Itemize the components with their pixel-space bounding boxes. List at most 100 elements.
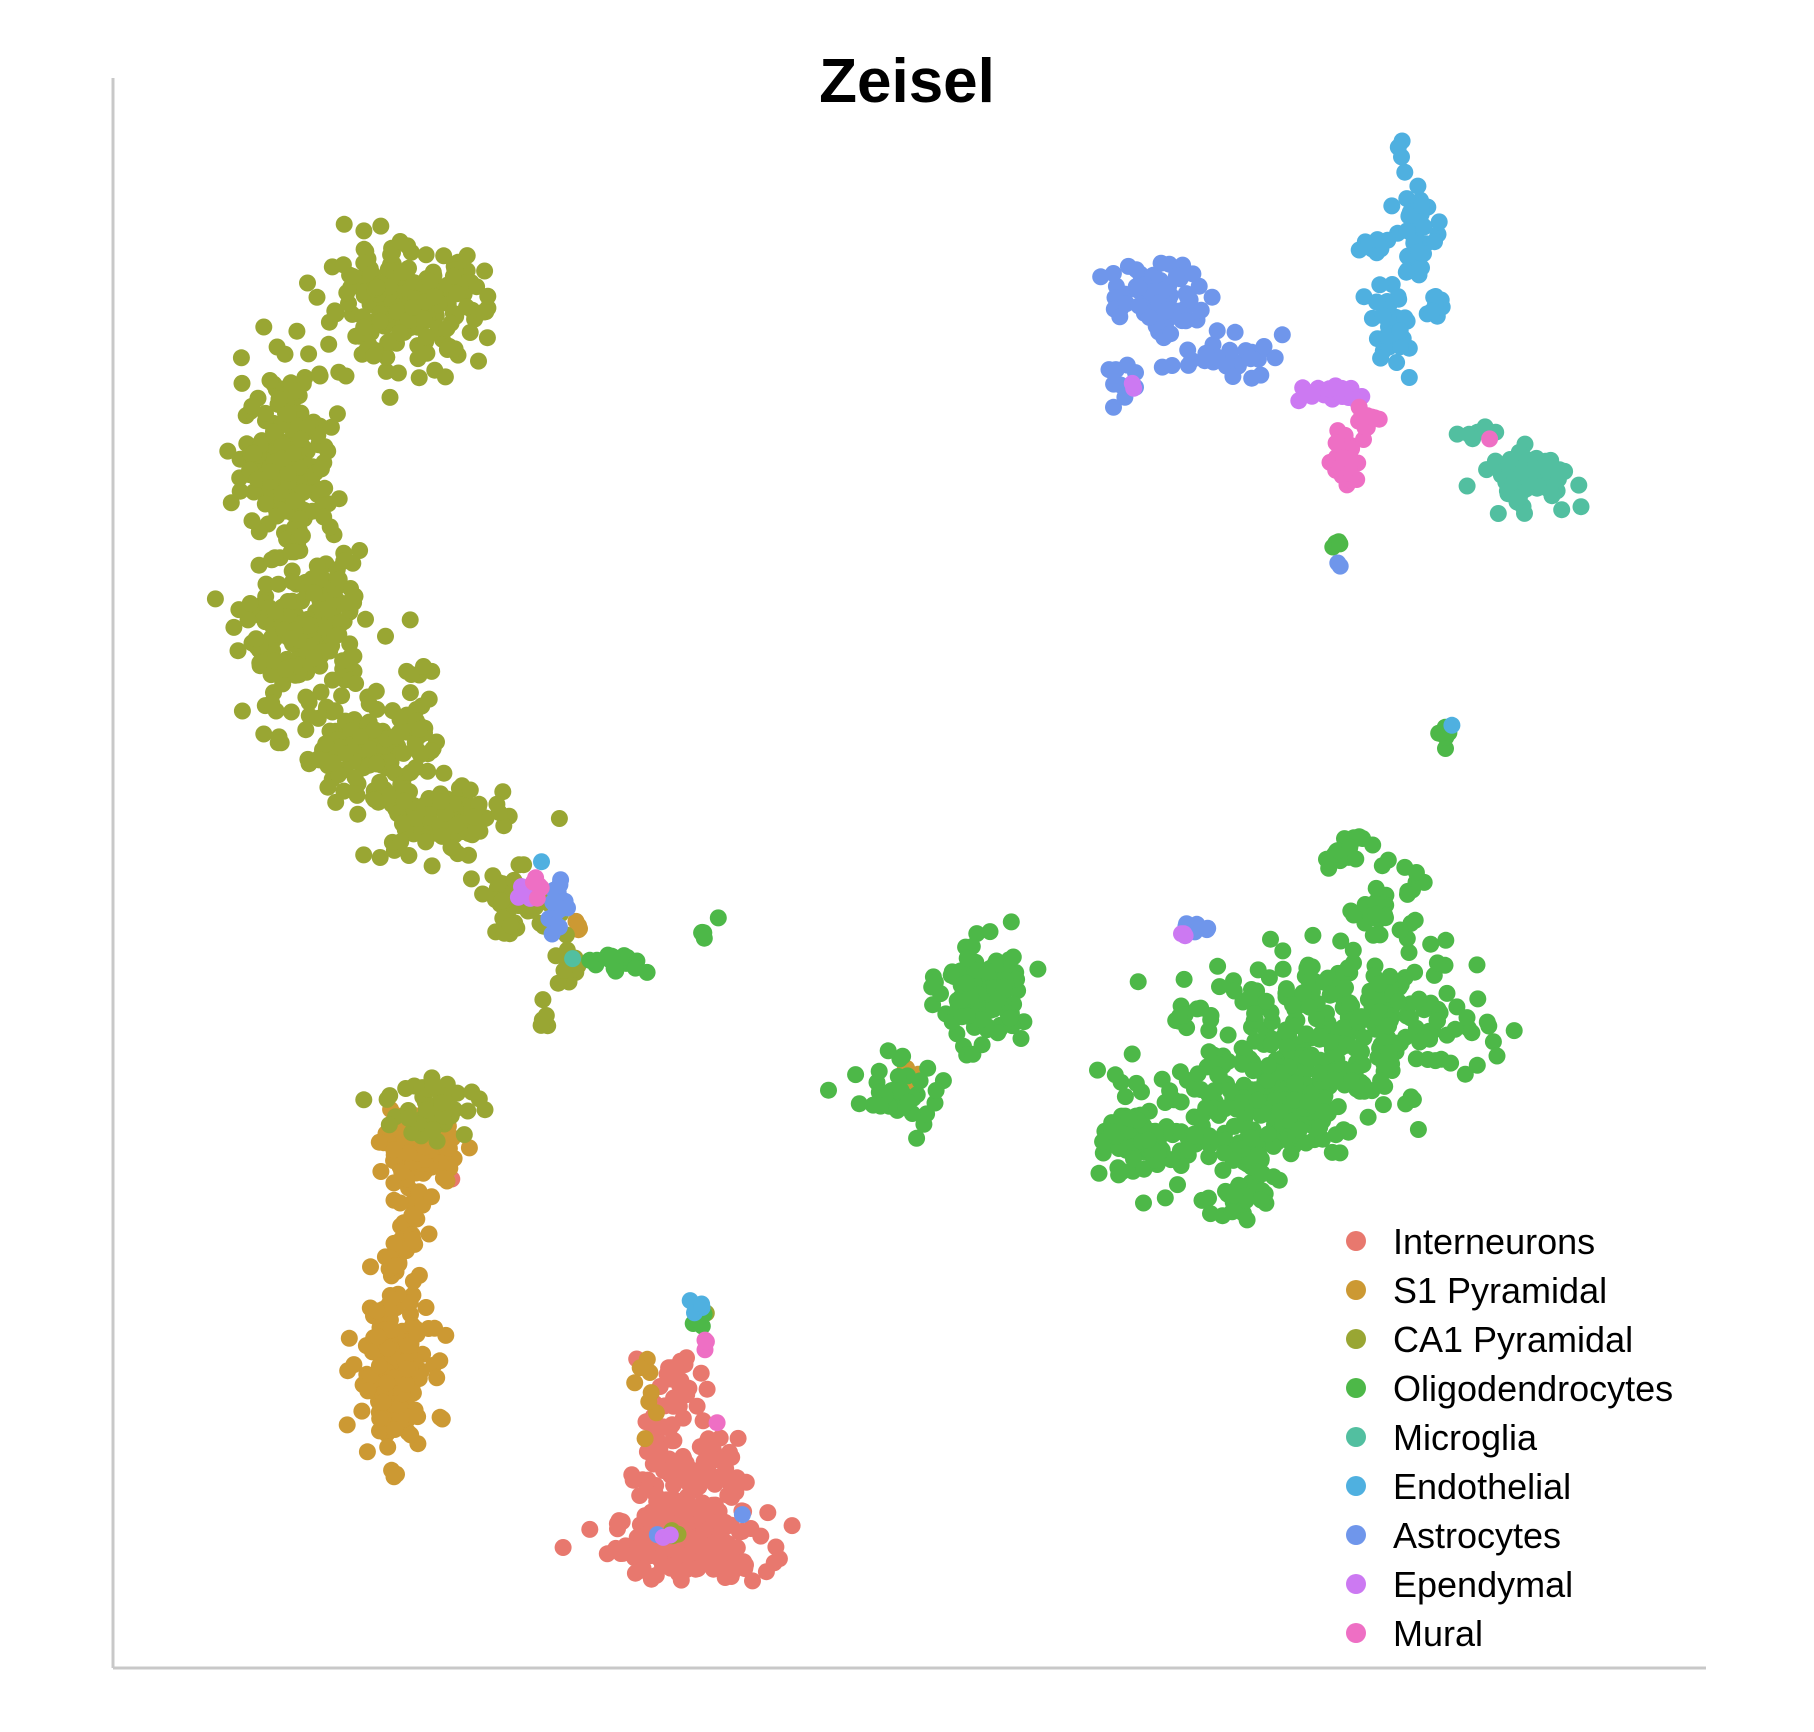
data-point [1106, 1066, 1124, 1084]
data-point [1402, 1088, 1420, 1106]
data-point [1469, 990, 1487, 1008]
data-point [696, 1555, 714, 1573]
data-point [1238, 1211, 1256, 1229]
data-point [1368, 231, 1386, 249]
data-point [1177, 312, 1195, 330]
data-point [262, 666, 280, 684]
data-point [428, 1369, 446, 1387]
data-point [345, 647, 363, 665]
data-point [345, 1356, 363, 1374]
data-point [337, 367, 355, 385]
data-point [338, 1416, 356, 1434]
data-point [1437, 931, 1455, 949]
data-point [716, 1533, 734, 1551]
data-point [716, 1513, 734, 1531]
chart-title: Zeisel [819, 47, 995, 116]
data-point [1345, 906, 1363, 924]
data-point [459, 1102, 477, 1120]
data-point [265, 423, 282, 441]
data-point [1233, 1039, 1251, 1057]
data-point [690, 1478, 708, 1496]
data-point [316, 479, 334, 497]
legend-label: Microglia [1393, 1417, 1538, 1458]
data-point [327, 793, 345, 811]
data-point [958, 949, 976, 967]
data-point [385, 1234, 403, 1252]
data-point [447, 816, 465, 834]
data-point [281, 630, 299, 648]
data-point [330, 490, 348, 508]
data-point [1572, 498, 1590, 516]
data-point [382, 1290, 400, 1308]
data-point [351, 542, 369, 559]
data-point [387, 1257, 405, 1274]
data-point [550, 810, 568, 827]
data-point [510, 856, 528, 874]
data-point [1303, 958, 1321, 976]
data-point [409, 1408, 427, 1426]
data-point [495, 817, 513, 835]
data-point [1001, 1009, 1019, 1027]
data-point [360, 695, 378, 713]
data-point [1257, 992, 1275, 1010]
data-point [820, 1081, 837, 1099]
data-point [1549, 470, 1567, 488]
data-point [908, 1129, 926, 1147]
data-point [385, 1141, 403, 1159]
data-point [1242, 1129, 1260, 1147]
data-point [1273, 326, 1291, 344]
data-point [1119, 257, 1137, 275]
data-point [403, 1206, 421, 1224]
data-point [1340, 1123, 1357, 1141]
data-point [1329, 1098, 1347, 1116]
data-point [365, 721, 383, 739]
data-point [759, 1504, 777, 1522]
data-point [420, 1225, 438, 1243]
data-point [1270, 1171, 1288, 1189]
data-point [1371, 276, 1389, 294]
data-point [1125, 1150, 1142, 1168]
data-point [263, 551, 281, 569]
data-point [394, 815, 411, 833]
data-point [1352, 1008, 1370, 1026]
data-point [1448, 998, 1466, 1016]
data-point [639, 1471, 657, 1489]
legend-item: Microglia [1346, 1417, 1538, 1458]
data-point [1397, 1028, 1414, 1046]
data-point [752, 1527, 770, 1545]
data-point [1167, 267, 1185, 285]
data-point [286, 543, 303, 561]
data-point [353, 1402, 371, 1420]
data-point [1428, 954, 1446, 972]
data-point [641, 1364, 659, 1381]
data-point [366, 791, 384, 809]
data-point [1202, 1007, 1220, 1024]
points-layer [206, 132, 1590, 1590]
data-point [995, 978, 1013, 996]
data-point [1359, 1108, 1377, 1126]
data-point [229, 642, 247, 660]
data-point [1104, 265, 1122, 282]
data-point [1311, 1051, 1329, 1069]
data-point [694, 1412, 712, 1430]
data-point [644, 1505, 662, 1523]
data-point [672, 1571, 690, 1589]
data-point [674, 1448, 692, 1465]
data-point [357, 610, 374, 628]
data-point [1367, 905, 1385, 923]
data-point [678, 1349, 695, 1367]
data-point [1259, 1125, 1277, 1143]
data-point [1570, 476, 1588, 494]
data-point [1448, 425, 1466, 443]
data-point [381, 786, 399, 804]
data-point [232, 349, 250, 367]
data-point [424, 1077, 442, 1095]
data-point [417, 246, 435, 264]
data-point [370, 1133, 388, 1151]
data-point [1378, 327, 1396, 345]
data-point [434, 1107, 452, 1125]
data-point [284, 573, 302, 591]
data-point [1161, 1082, 1179, 1100]
data-point [1162, 325, 1180, 343]
data-point [1346, 1040, 1364, 1057]
